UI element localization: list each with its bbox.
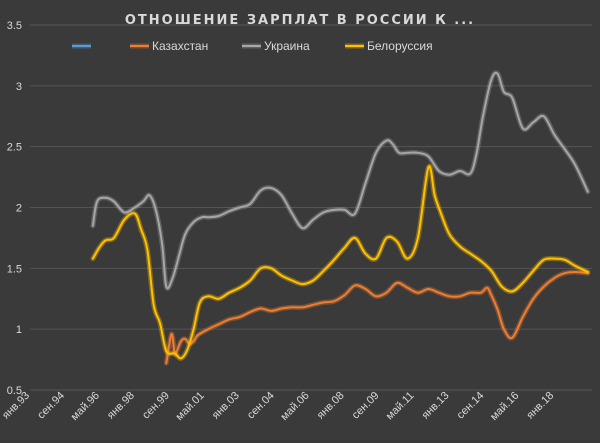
y-tick-label: 3	[16, 81, 22, 93]
y-tick-label: 2.5	[7, 142, 22, 154]
x-tick-label: янв.08	[315, 390, 347, 422]
x-tick-label: май.06	[278, 390, 311, 423]
kazakhstan-line	[165, 271, 589, 365]
kazakhstan-line-glow	[163, 269, 591, 366]
y-tick-label: 3.5	[7, 20, 22, 32]
y-tick-label: 2	[16, 203, 22, 215]
x-tick-label: янв.13	[420, 390, 452, 422]
ukraine-line	[91, 71, 589, 290]
x-tick-label: янв.03	[210, 390, 242, 422]
chart-title: ОТНОШЕНИЕ ЗАРПЛАТ В РОССИИ К ...	[125, 13, 475, 28]
legend: Казахстан Украина Белоруссия	[72, 39, 433, 53]
x-tick-label: янв.18	[524, 390, 556, 422]
x-tick-label: май.16	[488, 390, 521, 423]
x-tick-label: май.11	[384, 390, 417, 423]
y-tick-label: 0.5	[7, 385, 22, 397]
legend-label: Украина	[264, 39, 310, 53]
x-tick-label: май.96	[69, 390, 102, 423]
x-tick-label: сен.14	[455, 390, 487, 422]
x-tick-label: май.01	[174, 390, 207, 423]
belarus-line	[91, 165, 589, 360]
x-tick-label: сен.94	[35, 390, 67, 422]
x-tick-label: сен.04	[245, 390, 277, 422]
x-tick-label: сен.09	[350, 390, 382, 422]
x-tick-label: янв.98	[105, 390, 137, 422]
series-lines	[90, 70, 591, 366]
x-tick-label: сен.99	[140, 390, 172, 422]
y-axis-ticks: 0.5 1 1.5 2 2.5 3 3.5	[7, 20, 22, 397]
legend-label: Белоруссия	[367, 39, 433, 53]
x-axis-ticks: янв.93 сен.94 май.96 янв.98 сен.99 май.01 янв.…	[0, 390, 556, 423]
y-tick-label: 1.5	[7, 263, 22, 275]
y-tick-label: 1	[16, 324, 22, 336]
gridlines	[30, 24, 592, 391]
legend-label: Казахстан	[152, 39, 208, 53]
